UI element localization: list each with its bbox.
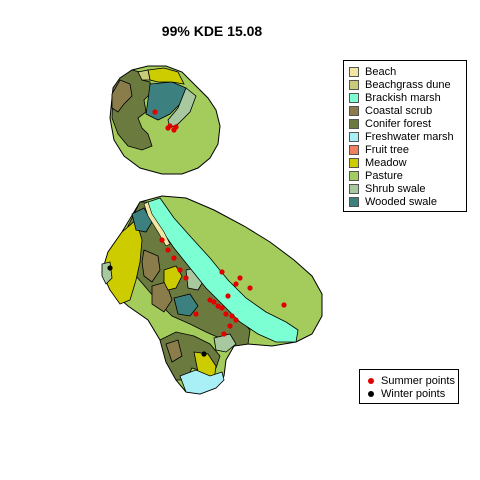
summer-point — [227, 323, 233, 329]
summer-point — [219, 305, 225, 311]
summer-point — [225, 293, 231, 299]
south-wooded-swale-north — [131, 207, 153, 233]
summer-point — [229, 313, 235, 319]
legend-entry: Winter points — [360, 387, 458, 400]
south-meadow-center — [163, 265, 183, 291]
south-coastal-scrub-2 — [151, 281, 173, 313]
habitat-legend: Beach Beachgrass dune Brackish marsh Coasta… — [343, 60, 467, 212]
legend-entry: Shrub swale — [344, 182, 466, 195]
north-meadow — [147, 67, 185, 85]
legend-label: Brackish marsh — [365, 91, 441, 104]
legend-swatch — [349, 118, 359, 129]
legend-label: Coastal scrub — [365, 104, 433, 117]
summer-point — [159, 237, 165, 243]
summer-point — [183, 275, 189, 281]
legend-label: Beach — [365, 65, 397, 78]
legend-label: Beachgrass dune — [365, 78, 451, 91]
legend-swatch — [349, 144, 359, 155]
summer-point — [219, 269, 225, 275]
legend-label: Summer points — [381, 374, 455, 387]
south-freshwater-marsh — [179, 369, 225, 395]
summer-point — [211, 299, 217, 305]
legend-entry: Pasture — [344, 169, 466, 182]
legend-point-marker — [368, 377, 374, 384]
summer-point — [233, 317, 239, 323]
summer-point — [177, 267, 183, 273]
location-points — [107, 109, 287, 357]
legend-swatch — [349, 105, 359, 116]
legend-label: Meadow — [365, 156, 407, 169]
summer-point — [281, 302, 287, 308]
legend-label: Wooded swale — [365, 195, 437, 208]
legend-swatch — [349, 92, 359, 103]
legend-swatch — [349, 79, 359, 90]
summer-point — [207, 297, 213, 303]
legend-entry: Wooded swale — [344, 195, 466, 208]
summer-point — [152, 109, 158, 115]
summer-point — [165, 125, 171, 131]
summer-point — [233, 281, 239, 287]
summer-point — [215, 303, 221, 309]
legend-label: Winter points — [381, 387, 446, 400]
south-kde-region — [101, 195, 323, 395]
summer-point — [223, 311, 229, 317]
north-beachgrass — [137, 69, 151, 81]
legend-entry: Conifer forest — [344, 117, 466, 130]
legend-entry: Beach — [344, 65, 466, 78]
legend-entry: Summer points — [360, 374, 458, 387]
summer-point — [247, 285, 253, 291]
legend-label: Fruit tree — [365, 143, 410, 156]
south-beach-strip — [143, 201, 171, 247]
south-coastal-scrub-tail — [165, 339, 183, 363]
summer-point — [171, 255, 177, 261]
legend-entry: Coastal scrub — [344, 104, 466, 117]
legend-label: Freshwater marsh — [365, 130, 454, 143]
points-legend: Summer points Winter points — [359, 369, 459, 404]
legend-swatch — [349, 66, 359, 77]
legend-entry: Fruit tree — [344, 143, 466, 156]
summer-point — [165, 247, 171, 253]
summer-point — [173, 124, 179, 130]
winter-point — [201, 351, 207, 357]
legend-swatch — [349, 183, 359, 194]
legend-swatch — [349, 157, 359, 168]
legend-entry: Meadow — [344, 156, 466, 169]
legend-label: Conifer forest — [365, 117, 432, 130]
summer-point — [193, 311, 199, 317]
south-coastal-scrub-1 — [141, 249, 161, 283]
legend-swatch — [349, 196, 359, 207]
legend-swatch — [349, 131, 359, 142]
south-shrub-swale-tail — [213, 333, 237, 353]
north-coastal-scrub — [111, 79, 133, 113]
north-kde-region — [109, 65, 221, 175]
map-title: 99% KDE 15.08 — [161, 23, 263, 39]
legend-label: Pasture — [365, 169, 403, 182]
legend-entry: Freshwater marsh — [344, 130, 466, 143]
summer-point — [237, 275, 243, 281]
legend-entry: Brackish marsh — [344, 91, 466, 104]
south-brackish-marsh — [147, 197, 299, 343]
legend-point-marker — [368, 390, 374, 397]
summer-point — [221, 331, 227, 337]
winter-point — [107, 265, 113, 271]
legend-swatch — [349, 170, 359, 181]
south-wooded-swale — [173, 293, 199, 317]
legend-label: Shrub swale — [365, 182, 426, 195]
legend-entry: Beachgrass dune — [344, 78, 466, 91]
